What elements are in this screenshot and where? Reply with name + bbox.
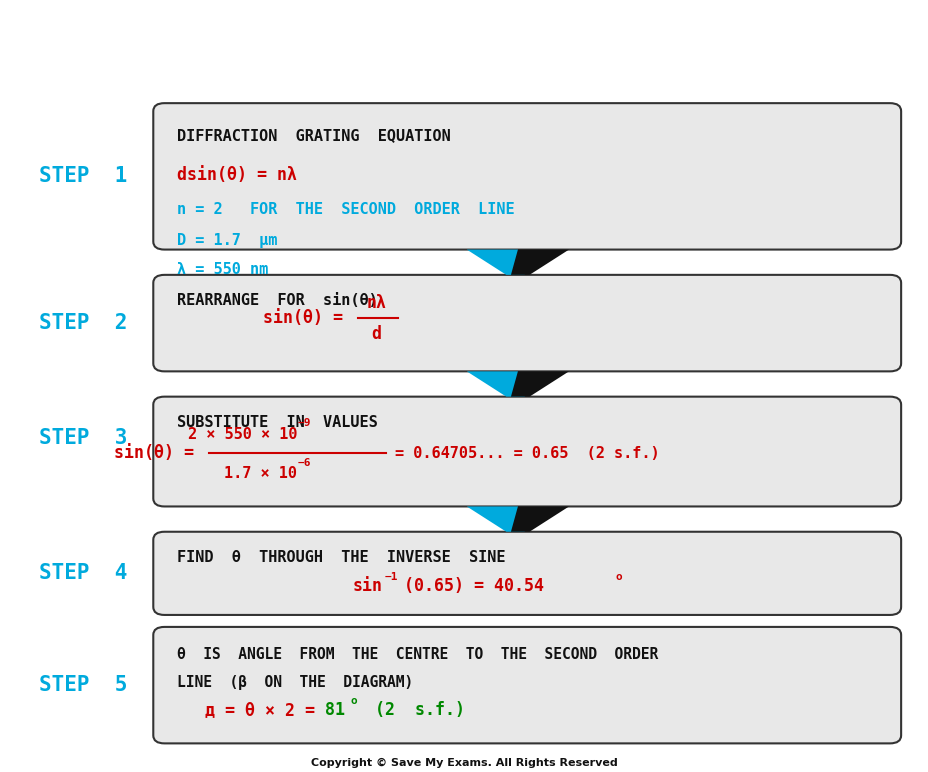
FancyBboxPatch shape: [153, 627, 900, 743]
FancyBboxPatch shape: [153, 103, 900, 249]
Text: STEP  5: STEP 5: [39, 676, 128, 695]
Text: dsin(θ) = nλ: dsin(θ) = nλ: [176, 167, 296, 185]
Text: LINE  (β  ON  THE  DIAGRAM): LINE (β ON THE DIAGRAM): [176, 675, 412, 690]
Text: (0.65) = 40.54: (0.65) = 40.54: [404, 577, 544, 595]
Polygon shape: [510, 371, 568, 397]
Text: n = 2   FOR  THE  SECOND  ORDER  LINE: n = 2 FOR THE SECOND ORDER LINE: [176, 201, 513, 217]
Polygon shape: [510, 249, 568, 275]
Text: λ = 550 nm: λ = 550 nm: [176, 262, 267, 276]
Text: nλ: nλ: [366, 294, 386, 313]
Text: θ  IS  ANGLE  FROM  THE  CENTRE  TO  THE  SECOND  ORDER: θ IS ANGLE FROM THE CENTRE TO THE SECOND…: [176, 647, 657, 662]
Text: STEP  2: STEP 2: [39, 313, 128, 333]
Text: DIFFRACTION  GRATING  EQUATION: DIFFRACTION GRATING EQUATION: [176, 128, 450, 144]
Polygon shape: [467, 249, 524, 275]
Text: sin(θ) =: sin(θ) =: [114, 444, 204, 462]
Text: o: o: [350, 696, 356, 706]
Text: SUBSTITUTE  IN  VALUES: SUBSTITUTE IN VALUES: [176, 415, 377, 430]
Text: = 0.64705... = 0.65  (2 s.f.): = 0.64705... = 0.65 (2 s.f.): [394, 445, 659, 461]
Text: REARRANGE  FOR  sin(θ): REARRANGE FOR sin(θ): [176, 293, 377, 309]
Text: d: d: [371, 325, 380, 343]
Text: 1.7 × 10: 1.7 × 10: [224, 466, 297, 481]
FancyBboxPatch shape: [153, 275, 900, 371]
Text: (2  s.f.): (2 s.f.): [365, 701, 465, 719]
Text: sin(θ) =: sin(θ) =: [263, 309, 353, 327]
Text: STEP  4: STEP 4: [39, 564, 128, 584]
FancyBboxPatch shape: [153, 397, 900, 506]
Text: Copyright © Save My Exams. All Rights Reserved: Copyright © Save My Exams. All Rights Re…: [311, 758, 617, 768]
Text: −6: −6: [297, 459, 311, 468]
Text: STEP  3: STEP 3: [39, 428, 128, 449]
Text: sin: sin: [353, 577, 382, 595]
Text: D = 1.7  μm: D = 1.7 μm: [176, 233, 277, 248]
Text: д = θ × 2 =: д = θ × 2 =: [205, 701, 325, 719]
Polygon shape: [510, 506, 568, 532]
Text: FIND  θ  THROUGH  THE  INVERSE  SINE: FIND θ THROUGH THE INVERSE SINE: [176, 550, 505, 565]
Text: o: o: [615, 572, 622, 582]
Text: 2 × 550 × 10: 2 × 550 × 10: [187, 427, 297, 442]
Polygon shape: [467, 506, 524, 532]
Text: −9: −9: [297, 418, 311, 428]
Text: STEP  1: STEP 1: [39, 166, 128, 186]
Polygon shape: [467, 371, 524, 397]
Text: 81: 81: [325, 701, 345, 719]
FancyBboxPatch shape: [153, 532, 900, 615]
Text: −1: −1: [384, 572, 398, 582]
